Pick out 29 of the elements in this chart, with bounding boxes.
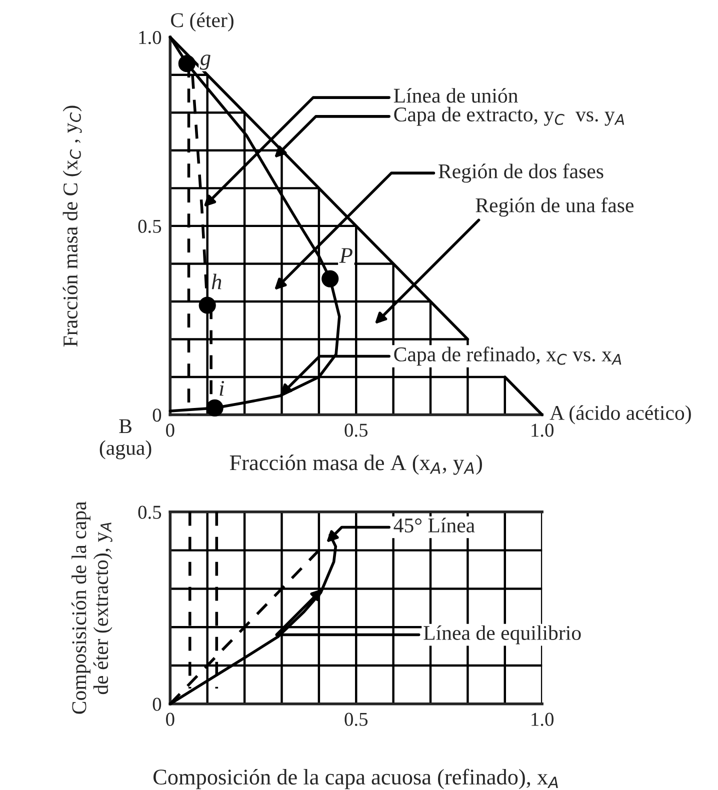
annotation: Región de dos fases [438,163,604,183]
y-axis-title: Composisición de la capa de éter (extracto), y$_{A}$ [72,501,112,714]
annotation: Capa de extracto, y$_{C}$ vs. y$_{A}$ [394,106,624,126]
annotation: g [200,54,210,70]
annotation: 45° Línea [394,518,475,532]
y-axis-title: Fracción masa de C (x$_{C}$ , y$_{C}$) [62,106,82,347]
x-tick-label: 0 [166,712,174,726]
text: A (ácido acético) [550,405,691,424]
annotation: P [339,248,352,263]
y-tick-label: 0 [152,698,162,711]
y-tick-label: 0.5 [138,220,162,233]
x-tick-label: 0.5 [344,712,368,726]
annotation: Región de una fase [476,197,634,217]
x-tick-label: 1.0 [532,424,554,437]
annotation: Capa de refinado, x$_{C}$ vs. x$_{A}$ [394,346,622,366]
x-tick-label: 0.5 [344,424,368,437]
annotation: i [220,380,224,396]
y-tick-label: 1.0 [139,30,162,44]
x-axis-title: Fracción masa de A (x$_{A}$, y$_{A}$) [230,454,482,475]
y-tick-label: 0.5 [138,506,162,519]
x-axis-title: Composición de la capa acuosa (refinado), x$_{A}$ [153,768,558,790]
x-tick-label: 0 [166,424,174,437]
text: B (agua) [100,419,152,460]
annotation: Línea de equilibrio [424,625,581,644]
x-tick-label: 1.0 [532,712,554,726]
annotation: Línea de unión [394,88,518,103]
y-tick-label: 0 [152,408,162,422]
text: C (éter) [171,12,234,32]
annotation: h [212,274,222,290]
